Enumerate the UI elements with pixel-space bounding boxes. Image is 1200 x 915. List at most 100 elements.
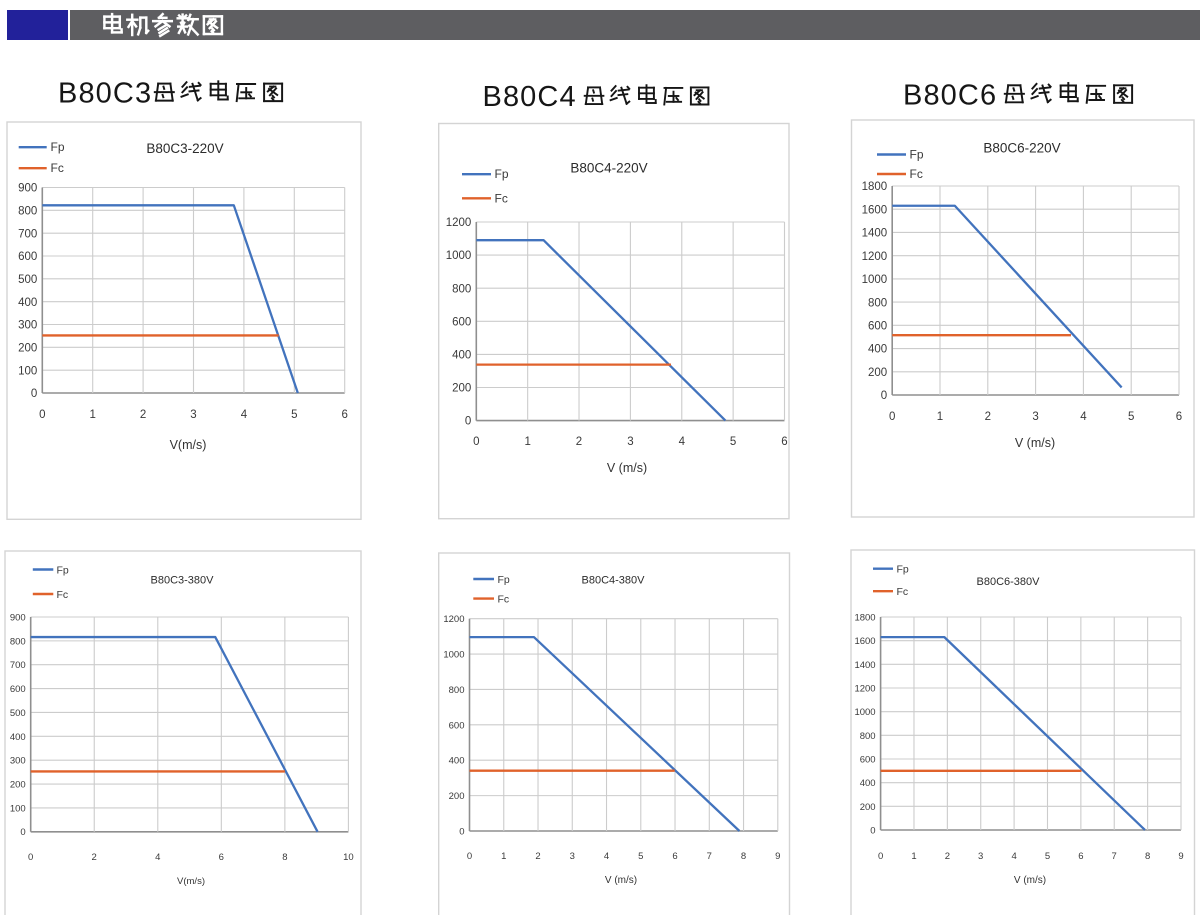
svg-text:Fp: Fp <box>897 564 909 576</box>
svg-text:400: 400 <box>10 732 26 743</box>
svg-text:1400: 1400 <box>854 660 875 671</box>
svg-text:B80C6: B80C6 <box>903 79 997 111</box>
svg-text:0: 0 <box>878 851 883 862</box>
svg-text:1200: 1200 <box>446 217 472 229</box>
svg-text:0: 0 <box>870 825 875 836</box>
svg-text:1800: 1800 <box>862 181 888 193</box>
svg-text:V (m/s): V (m/s) <box>1015 436 1055 450</box>
svg-text:0: 0 <box>473 436 479 448</box>
svg-text:100: 100 <box>18 365 37 377</box>
svg-text:2: 2 <box>140 409 146 421</box>
svg-text:B80C4-220V: B80C4-220V <box>570 161 647 176</box>
svg-text:2: 2 <box>945 851 950 862</box>
svg-text:700: 700 <box>10 660 26 671</box>
svg-text:300: 300 <box>18 320 37 332</box>
svg-text:8: 8 <box>282 852 287 863</box>
svg-text:B80C3-380V: B80C3-380V <box>151 575 215 587</box>
svg-text:B80C6-220V: B80C6-220V <box>983 141 1060 156</box>
svg-text:400: 400 <box>18 297 37 309</box>
svg-text:1200: 1200 <box>862 251 888 263</box>
svg-text:900: 900 <box>10 612 26 623</box>
svg-text:800: 800 <box>10 636 26 647</box>
svg-text:3: 3 <box>190 409 196 421</box>
svg-text:4: 4 <box>155 852 160 863</box>
svg-text:Fc: Fc <box>498 594 510 606</box>
svg-text:3: 3 <box>570 851 575 862</box>
svg-text:5: 5 <box>1045 851 1050 862</box>
svg-text:V (m/s): V (m/s) <box>607 461 647 475</box>
svg-text:3: 3 <box>627 436 633 448</box>
svg-text:400: 400 <box>868 344 887 356</box>
svg-text:7: 7 <box>707 851 712 862</box>
svg-text:1600: 1600 <box>862 204 888 216</box>
svg-text:200: 200 <box>452 383 471 395</box>
svg-text:5: 5 <box>638 851 643 862</box>
svg-text:B80C4-380V: B80C4-380V <box>582 575 646 587</box>
svg-text:9: 9 <box>775 851 780 862</box>
svg-text:600: 600 <box>10 684 26 695</box>
svg-text:B80C3: B80C3 <box>58 78 152 110</box>
svg-text:6: 6 <box>781 436 787 448</box>
svg-text:0: 0 <box>467 851 472 862</box>
svg-text:600: 600 <box>452 316 471 328</box>
svg-text:4: 4 <box>241 409 248 421</box>
svg-text:Fp: Fp <box>498 574 510 586</box>
svg-text:3: 3 <box>978 851 983 862</box>
svg-text:1000: 1000 <box>862 274 888 286</box>
svg-text:5: 5 <box>730 436 736 448</box>
svg-text:800: 800 <box>18 206 37 218</box>
svg-text:4: 4 <box>604 851 609 862</box>
svg-text:0: 0 <box>31 388 37 400</box>
svg-text:300: 300 <box>10 756 26 767</box>
svg-text:8: 8 <box>741 851 746 862</box>
svg-text:500: 500 <box>18 274 37 286</box>
svg-text:1800: 1800 <box>854 612 875 623</box>
svg-text:600: 600 <box>860 754 876 765</box>
svg-text:Fc: Fc <box>57 589 69 601</box>
svg-text:Fp: Fp <box>910 148 924 162</box>
svg-text:600: 600 <box>449 720 465 731</box>
svg-text:Fp: Fp <box>57 565 69 577</box>
svg-text:400: 400 <box>449 756 465 767</box>
svg-text:900: 900 <box>18 183 37 195</box>
svg-text:1000: 1000 <box>443 650 464 661</box>
svg-text:0: 0 <box>465 416 471 428</box>
svg-text:3: 3 <box>1032 411 1038 423</box>
svg-text:1000: 1000 <box>446 250 472 262</box>
svg-text:0: 0 <box>28 852 33 863</box>
svg-text:1: 1 <box>524 436 530 448</box>
svg-text:500: 500 <box>10 708 26 719</box>
svg-text:2: 2 <box>576 436 582 448</box>
svg-text:0: 0 <box>889 411 895 423</box>
svg-text:B80C4: B80C4 <box>483 81 577 113</box>
svg-text:1: 1 <box>937 411 943 423</box>
svg-text:700: 700 <box>18 228 37 240</box>
svg-text:10: 10 <box>343 852 354 863</box>
svg-text:0: 0 <box>20 827 25 838</box>
svg-text:5: 5 <box>291 409 297 421</box>
svg-text:Fc: Fc <box>897 586 909 598</box>
svg-text:600: 600 <box>18 251 37 263</box>
svg-text:6: 6 <box>1078 851 1083 862</box>
svg-text:1200: 1200 <box>443 614 464 625</box>
svg-text:4: 4 <box>1011 851 1016 862</box>
svg-text:800: 800 <box>868 297 887 309</box>
svg-text:8: 8 <box>1145 851 1150 862</box>
svg-text:100: 100 <box>10 803 26 814</box>
svg-text:400: 400 <box>452 350 471 362</box>
svg-text:V(m/s): V(m/s) <box>177 876 205 887</box>
svg-text:2: 2 <box>92 852 97 863</box>
svg-text:1: 1 <box>501 851 506 862</box>
svg-text:1000: 1000 <box>854 707 875 718</box>
svg-text:1: 1 <box>89 409 95 421</box>
svg-text:4: 4 <box>679 436 686 448</box>
svg-text:V (m/s): V (m/s) <box>605 875 637 886</box>
svg-text:5: 5 <box>1128 411 1134 423</box>
svg-text:200: 200 <box>868 367 887 379</box>
svg-text:B80C6-380V: B80C6-380V <box>977 576 1041 588</box>
svg-text:9: 9 <box>1178 851 1183 862</box>
svg-text:1600: 1600 <box>854 636 875 647</box>
svg-text:V (m/s): V (m/s) <box>1014 875 1046 886</box>
svg-text:7: 7 <box>1112 851 1117 862</box>
svg-text:800: 800 <box>452 283 471 295</box>
